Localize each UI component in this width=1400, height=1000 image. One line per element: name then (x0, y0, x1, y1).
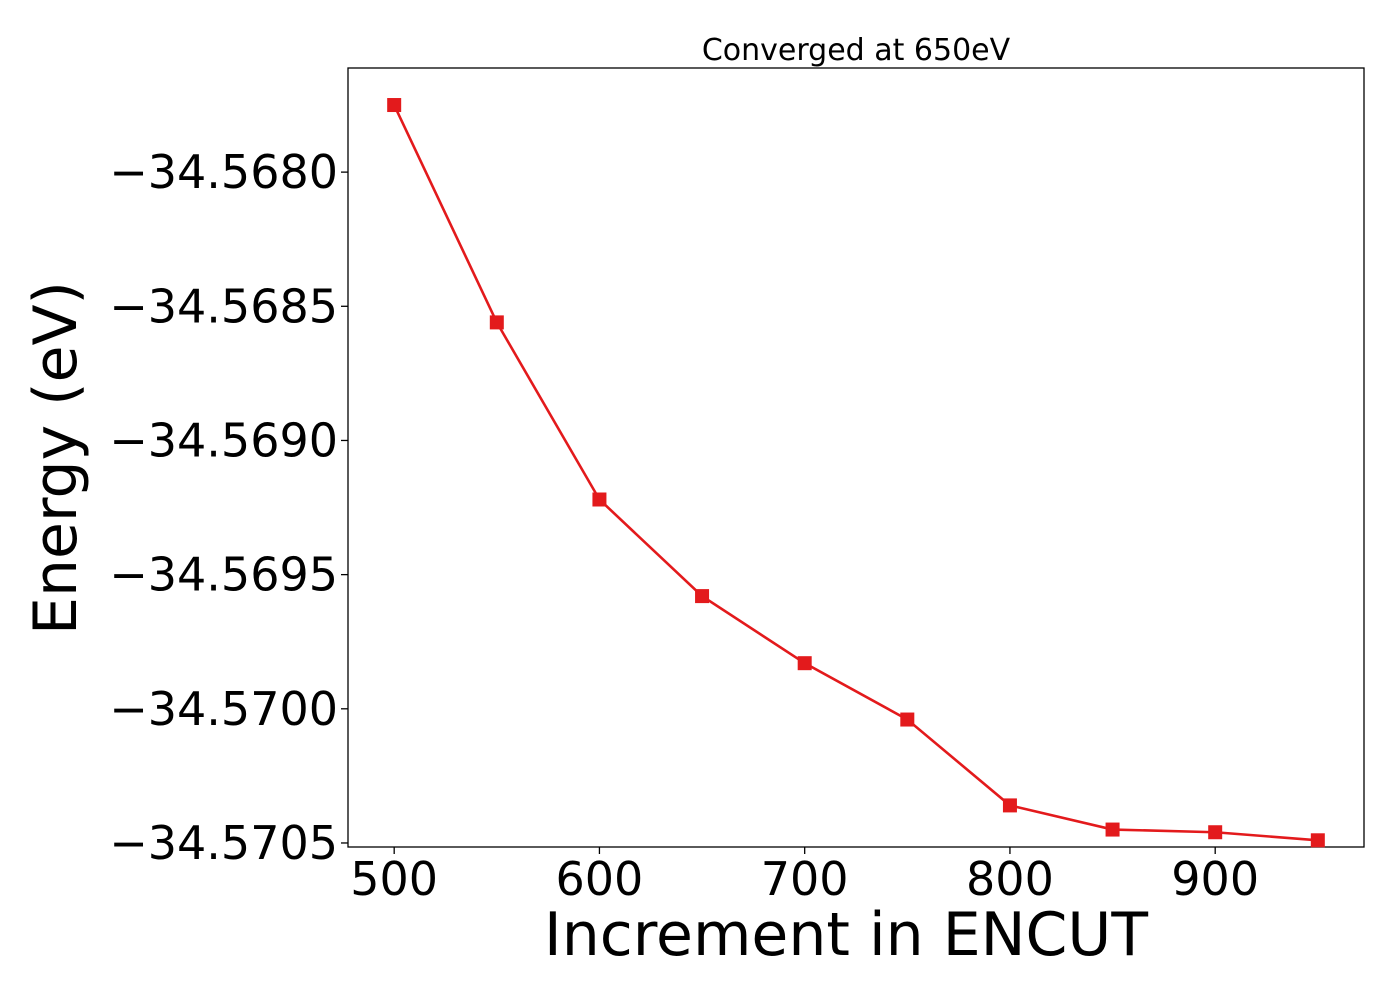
x-tick-label: 700 (761, 852, 849, 906)
y-tick-label: −34.5700 (109, 682, 338, 736)
energy-series (387, 98, 1325, 848)
x-axis-ticks: 500 600 700 800 900 (350, 847, 1259, 906)
series-line (393, 104, 1318, 842)
data-point-marker (1208, 825, 1223, 840)
y-tick-label: −34.5695 (109, 548, 338, 602)
data-point-marker (695, 589, 710, 604)
plot-area (347, 67, 1365, 848)
x-tick-label: 600 (556, 852, 644, 906)
chart-title: Converged at 650eV (702, 33, 1011, 68)
y-axis-ticks: −34.5680 −34.5685 −34.5690 −34.5695 −34.5700… (109, 145, 348, 870)
y-tick-label: −34.5685 (109, 279, 338, 333)
x-axis-label: Increment in ENCUT (544, 900, 1148, 970)
x-tick-label: 900 (1171, 852, 1259, 906)
data-point-marker (592, 492, 607, 507)
y-axis-label: Energy (eV) (21, 281, 91, 635)
y-tick-label: −34.5690 (109, 413, 338, 467)
data-point-marker (489, 315, 504, 330)
y-tick-label: −34.5705 (109, 816, 338, 870)
data-point-marker (900, 712, 915, 727)
data-point-marker (387, 98, 402, 113)
data-point-marker (1002, 798, 1017, 813)
data-point-marker (1310, 833, 1325, 848)
x-tick-label: 500 (350, 852, 438, 906)
data-point-marker (1105, 822, 1120, 837)
data-point-marker (797, 656, 812, 671)
y-tick-label: −34.5680 (109, 145, 338, 199)
x-tick-label: 800 (966, 852, 1054, 906)
